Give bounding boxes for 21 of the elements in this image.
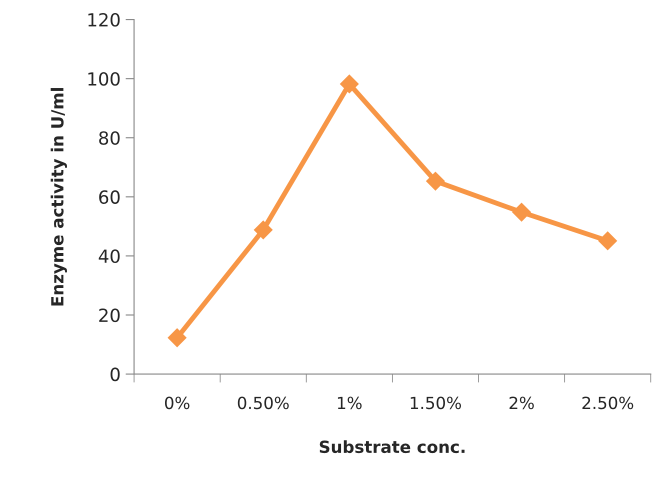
x-tick-label: 2% [510,396,534,410]
y-tick-label: 80 [99,131,120,145]
y-tick-label: 100 [88,72,120,86]
point [426,172,445,191]
x-tick-label: 1% [338,396,362,410]
x-tick-label: 0.50% [238,396,289,410]
y-tick-label: 120 [88,13,120,27]
x-axis-title: Substrate conc. [320,440,465,454]
point [512,202,531,222]
y-tick-label: 20 [99,308,120,322]
y-axis-title: Enzyme activity in U/ml [50,88,67,306]
x-tick-label: 0% [165,396,190,410]
point [254,220,273,240]
y-tick-label: 40 [98,249,120,264]
point [168,328,186,348]
x-tick-label: 1.50% [410,396,462,410]
y-tick-label: 0 [110,368,120,382]
point [340,74,359,94]
x-tick-label: 2.50% [582,396,634,410]
point [598,231,618,250]
y-tick-label: 60 [99,190,120,204]
